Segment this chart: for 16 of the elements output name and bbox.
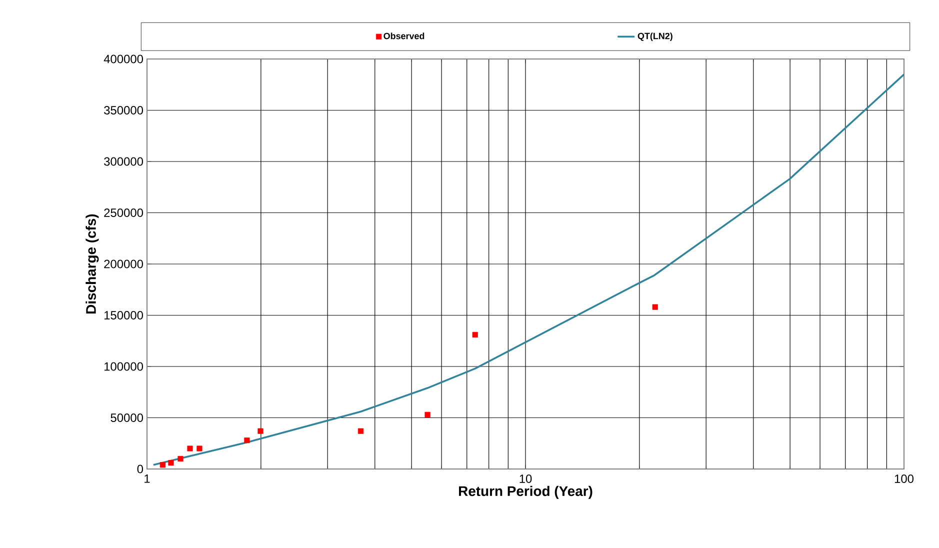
- y-tick-label: 350000: [104, 106, 144, 114]
- legend-label: Observed: [384, 32, 424, 40]
- y-tick-label: 300000: [104, 157, 144, 166]
- y-tick-label: 50000: [110, 414, 144, 422]
- x-tick-label: 100: [894, 474, 914, 483]
- y-tick-label: 250000: [104, 208, 144, 217]
- legend-label: QT(LN2): [638, 32, 672, 41]
- y-tick-label: 400000: [104, 54, 144, 64]
- x-tick-label: 10: [520, 474, 532, 483]
- x-axis-title: Return Period (Year): [459, 486, 592, 499]
- y-tick-label: 0: [137, 464, 144, 474]
- y-axis-title: Discharge (cfs): [86, 214, 99, 314]
- y-tick-label: 100000: [104, 362, 144, 371]
- y-tick-label: 150000: [104, 311, 144, 320]
- y-tick-label: 200000: [104, 260, 144, 268]
- x-tick-label: 1: [144, 474, 150, 483]
